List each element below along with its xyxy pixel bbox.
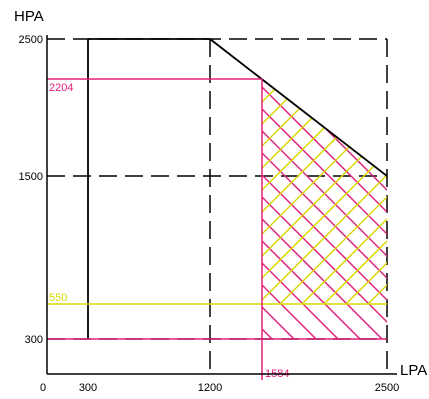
pink-region-hatch-line (262, 78, 273, 339)
pink-region-hatch-line (262, 78, 361, 339)
pink-region-hatch-line (323, 78, 387, 339)
yellow-region-hatch-line (262, 78, 387, 304)
yellow-region-hatch-line (279, 78, 387, 304)
x-tick-label-2500: 2500 (375, 382, 399, 394)
x-tick-label-0: 0 (40, 382, 46, 394)
pink-region-hatch-line (0, 39, 206, 339)
pink-region-hatch-line (412, 39, 429, 339)
pink-region-hatch-line (262, 78, 295, 339)
y-tick-label-2500: 2500 (19, 34, 43, 46)
pink-region-hatch-line (0, 39, 184, 339)
envelope-edge-2 (209, 38, 388, 177)
pink-region-hatch-line (262, 78, 387, 339)
pink-region-hatch-line (262, 78, 387, 339)
yellow-region-hatch-line (301, 78, 387, 304)
ref-label-550: 550 (49, 292, 67, 304)
outer-envelope (87, 38, 388, 339)
yellow-region-hatch-line (262, 78, 387, 304)
pink-region-hatch-line (262, 78, 387, 339)
pink-region-hatch-line (262, 78, 339, 339)
ref-label-2204: 2204 (49, 82, 73, 94)
yellow-region-hatch-line (390, 39, 429, 304)
y-tick-label-300: 300 (25, 334, 43, 346)
pink-region-hatch-line (262, 78, 387, 339)
axis-labels: HPA LPA (14, 8, 427, 379)
pink-region-hatch-line (0, 39, 162, 339)
pink-region-hatch-line (390, 39, 429, 339)
pink-region-hatch-line (262, 78, 387, 339)
tick-labels: 0 300 1200 2500 300 1500 2500 (19, 34, 400, 394)
yellow-region-hatch-line (323, 78, 387, 304)
pink-region-hatch-line (262, 78, 387, 339)
yellow-region-hatch-line (262, 78, 387, 304)
pink-region-hatch-line (262, 78, 387, 339)
x-tick-label-300: 300 (79, 382, 97, 394)
axes (46, 35, 397, 375)
yellow-region-hatch-line (367, 78, 387, 304)
y-tick-label-1500: 1500 (19, 171, 43, 183)
yellow-region-hatch-line (262, 78, 387, 304)
dashed-guides (47, 38, 388, 374)
yellow-region-hatch-line (412, 39, 429, 304)
pink-region-hatch-line (0, 39, 228, 339)
yellow-region-hatch-line (262, 78, 387, 304)
pink-region-hatch-line (262, 78, 383, 339)
pink-region-hatch-line (0, 39, 250, 339)
pink-region-hatch-line (279, 78, 387, 339)
pink-region-hatch-line (262, 78, 317, 339)
y-axis-label: HPA (14, 8, 44, 25)
x-axis-label: LPA (400, 362, 427, 379)
pink-region-hatch-line (262, 78, 387, 339)
x-tick-label-1200: 1200 (198, 382, 222, 394)
